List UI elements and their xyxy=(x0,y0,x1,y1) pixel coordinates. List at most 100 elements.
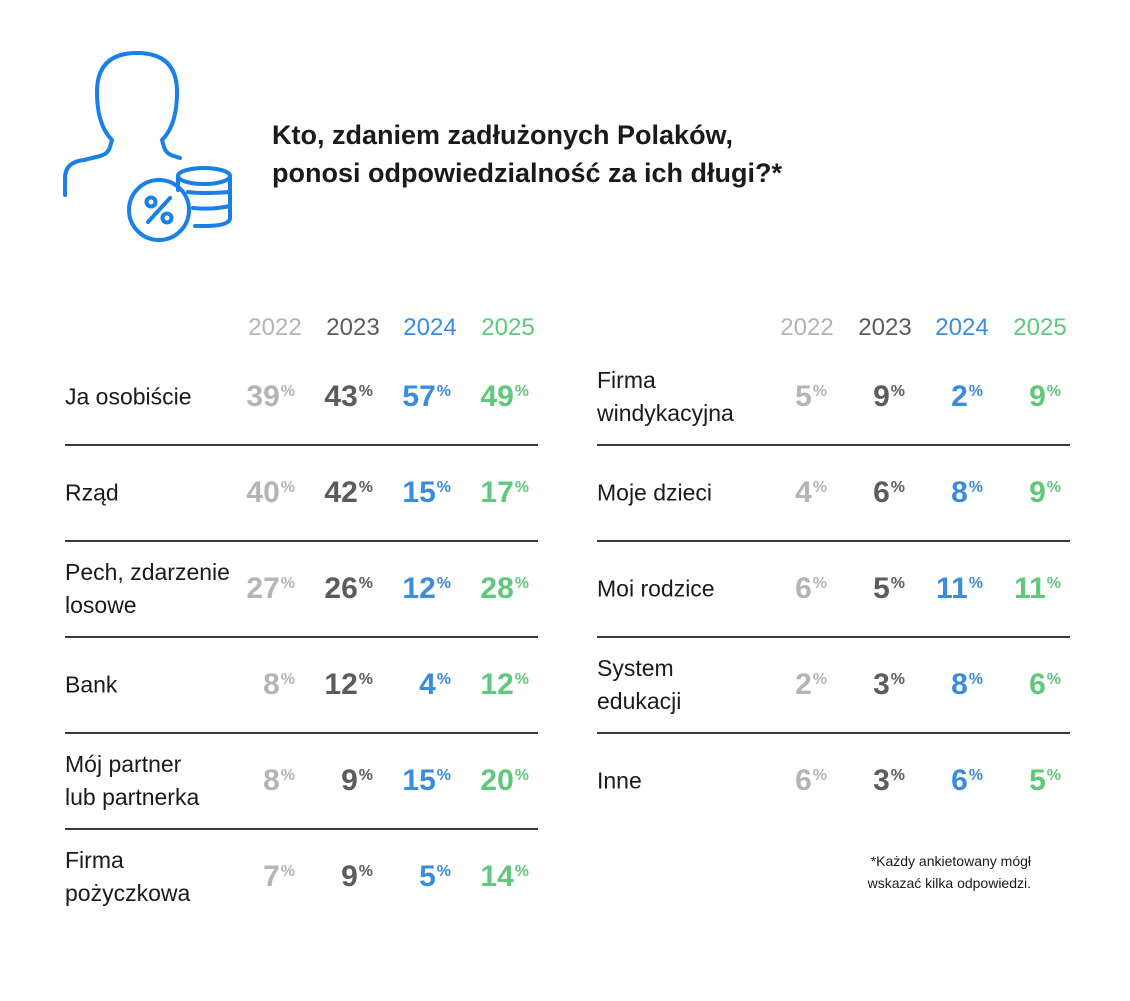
table-row: Bank 8% 12% 4% 12% xyxy=(65,638,538,734)
value-number: 26 xyxy=(324,572,358,605)
value-2025: 9% xyxy=(981,380,1061,414)
table-row: Moje dzieci 4% 6% 8% 9% xyxy=(597,446,1070,542)
table-row: Inne 6% 3% 6% 5% xyxy=(597,734,1070,828)
value-2023: 26% xyxy=(293,572,373,606)
value-number: 4 xyxy=(795,476,812,509)
percent-sign: % xyxy=(514,383,529,400)
value-number: 9 xyxy=(1029,380,1046,413)
percent-sign: % xyxy=(812,671,827,688)
value-2025: 5% xyxy=(981,764,1061,798)
percent-sign: % xyxy=(890,767,905,784)
value-2025: 9% xyxy=(981,476,1061,510)
percent-sign: % xyxy=(358,671,373,688)
value-2024: 11% xyxy=(903,572,983,606)
value-number: 27 xyxy=(246,572,280,605)
value-2024: 12% xyxy=(371,572,451,606)
percent-sign: % xyxy=(436,767,451,784)
value-number: 9 xyxy=(341,860,358,893)
value-2023: 3% xyxy=(825,668,905,702)
percent-sign: % xyxy=(280,767,295,784)
value-2025: 17% xyxy=(449,476,529,510)
value-2022: 6% xyxy=(747,764,827,798)
value-number: 5 xyxy=(873,572,890,605)
table-row: Firma windykacyjna 5% 9% 2% 9% xyxy=(597,350,1070,446)
value-2023: 9% xyxy=(293,764,373,798)
percent-sign: % xyxy=(358,767,373,784)
value-2023: 6% xyxy=(825,476,905,510)
percent-sign: % xyxy=(280,479,295,496)
value-2022: 8% xyxy=(215,668,295,702)
value-number: 8 xyxy=(951,476,968,509)
row-label: Moi rodzice xyxy=(597,575,715,602)
row-label: Firma pożyczkowa xyxy=(65,847,191,906)
value-2024: 4% xyxy=(371,668,451,702)
value-2024: 15% xyxy=(371,764,451,798)
value-number: 2 xyxy=(951,380,968,413)
percent-sign: % xyxy=(1046,479,1061,496)
value-number: 3 xyxy=(873,764,890,797)
value-number: 43 xyxy=(324,380,358,413)
value-number: 8 xyxy=(951,668,968,701)
table-row: Pech, zdarzenie losowe 27% 26% 12% 28% xyxy=(65,542,538,638)
row-label: Inne xyxy=(597,767,642,794)
value-2025: 11% xyxy=(981,572,1061,606)
value-number: 40 xyxy=(246,476,280,509)
year-2024-label: 2024 xyxy=(403,314,457,341)
value-number: 11 xyxy=(936,572,968,605)
value-2025: 28% xyxy=(449,572,529,606)
value-2025: 6% xyxy=(981,668,1061,702)
percent-sign: % xyxy=(436,863,451,880)
value-number: 5 xyxy=(419,860,436,893)
value-2022: 8% xyxy=(215,764,295,798)
value-number: 7 xyxy=(263,860,280,893)
value-number: 8 xyxy=(263,764,280,797)
percent-sign: % xyxy=(280,863,295,880)
value-2023: 12% xyxy=(293,668,373,702)
value-2024: 6% xyxy=(903,764,983,798)
value-number: 5 xyxy=(1029,764,1046,797)
person-with-percent-coin-stack-icon xyxy=(62,50,237,250)
percent-sign: % xyxy=(436,575,451,592)
value-number: 14 xyxy=(480,860,514,893)
year-2023-label: 2023 xyxy=(858,314,912,341)
value-2024: 57% xyxy=(371,380,451,414)
value-number: 9 xyxy=(873,380,890,413)
percent-sign: % xyxy=(436,479,451,496)
value-number: 6 xyxy=(795,764,812,797)
year-2025-label: 2025 xyxy=(481,314,535,341)
year-2023-label: 2023 xyxy=(326,314,380,341)
value-number: 15 xyxy=(402,476,436,509)
value-2022: 39% xyxy=(215,380,295,414)
percent-sign: % xyxy=(968,575,983,592)
value-number: 6 xyxy=(951,764,968,797)
value-number: 28 xyxy=(480,572,514,605)
value-number: 57 xyxy=(402,380,436,413)
percent-sign: % xyxy=(1046,767,1061,784)
percent-sign: % xyxy=(358,863,373,880)
value-number: 2 xyxy=(795,668,812,701)
percent-sign: % xyxy=(358,383,373,400)
value-number: 42 xyxy=(324,476,358,509)
year-2024-label: 2024 xyxy=(935,314,989,341)
percent-sign: % xyxy=(812,383,827,400)
percent-sign: % xyxy=(514,671,529,688)
footnote: *Każdy ankietowany mógł wskazać kilka od… xyxy=(867,853,1031,891)
percent-sign: % xyxy=(514,479,529,496)
table-row: Mój partner lub partnerka 8% 9% 15% 20% xyxy=(65,734,538,830)
row-label: Bank xyxy=(65,671,118,698)
percent-sign: % xyxy=(968,479,983,496)
value-number: 8 xyxy=(263,668,280,701)
year-header: 2022 2023 2024 2025 xyxy=(597,310,1070,350)
value-2025: 20% xyxy=(449,764,529,798)
value-number: 12 xyxy=(324,668,358,701)
percent-sign: % xyxy=(890,479,905,496)
percent-sign: % xyxy=(514,863,529,880)
value-number: 12 xyxy=(402,572,436,605)
value-2022: 27% xyxy=(215,572,295,606)
value-number: 5 xyxy=(795,380,812,413)
value-2024: 2% xyxy=(903,380,983,414)
percent-sign: % xyxy=(358,479,373,496)
value-2024: 15% xyxy=(371,476,451,510)
row-label: Ja osobiście xyxy=(65,383,192,410)
value-number: 9 xyxy=(1029,476,1046,509)
